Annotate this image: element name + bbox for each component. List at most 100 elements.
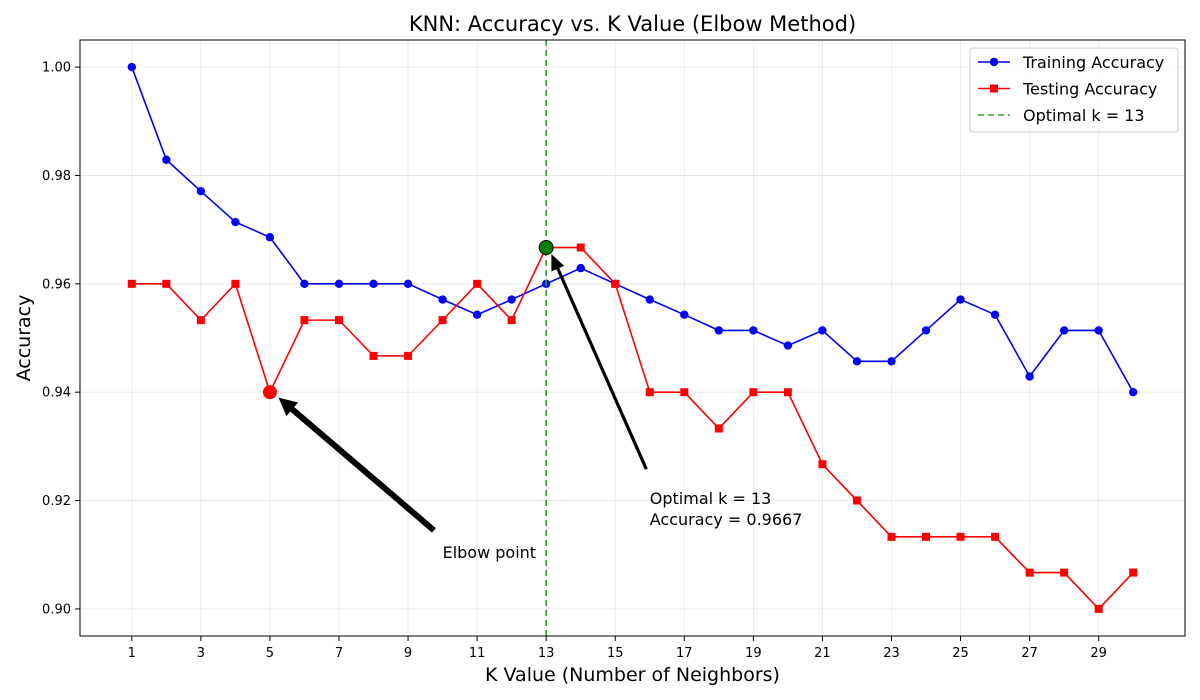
data-point [507,295,516,304]
optimal-point-marker [538,240,554,256]
y-tick-label: 0.96 [42,277,71,292]
data-point [369,279,378,289]
data-point [680,388,689,397]
x-tick-label: 11 [469,646,486,661]
data-point [990,310,1000,319]
data-point [645,295,654,304]
data-point [196,186,206,196]
data-point [749,326,758,335]
data-point [645,388,654,397]
legend-marker [990,84,998,93]
data-point [403,279,413,289]
legend-entry: Training Accuracy [978,53,1164,72]
legend-label: Testing Accuracy [1022,80,1157,99]
optimal-arrow-shaft [556,268,648,470]
data-point [680,310,689,319]
legend-marker [989,57,999,67]
data-point [852,357,862,366]
series-testing [127,243,1138,613]
legend-label: Optimal k = 13 [1023,106,1145,125]
legend-label: Training Accuracy [1022,53,1164,72]
x-tick-label: 17 [676,646,693,661]
data-point [162,279,171,288]
data-point [300,279,309,289]
legend: Training Accuracy Testing Accuracy Optimal… [969,47,1179,133]
data-point [472,310,482,319]
x-tick-label: 7 [335,646,343,661]
data-point [300,316,309,325]
data-point [783,341,793,350]
x-tick-label: 13 [538,646,555,661]
data-point [749,388,758,397]
series-line [131,66,1134,393]
x-tick-label: 5 [266,646,274,661]
y-tick-label: 0.92 [42,494,71,509]
grid [80,40,1185,636]
data-point [991,532,1000,541]
y-tick-label: 0.90 [42,602,71,617]
elbow-point-marker [262,385,277,400]
data-point [576,263,585,273]
data-point [1059,326,1069,335]
data-point [127,62,136,72]
data-point [1060,568,1069,577]
optimal-annotation: Accuracy = 0.9667 [650,510,803,529]
x-tick-label: 25 [952,646,969,661]
data-point [231,279,240,288]
elbow-arrow-shaft [290,407,436,533]
data-point [1025,372,1034,381]
x-axis-title: K Value (Number of Neighbors) [485,664,780,686]
data-point [818,460,827,469]
elbow-annotation: Elbow point [443,543,536,562]
legend-entry: Optimal k = 13 [978,106,1145,125]
legend-box [969,47,1179,133]
x-tick-label: 1 [128,646,136,661]
data-point [334,279,344,289]
elbow-arrow-head [278,397,299,417]
x-tick-label: 19 [745,646,762,661]
data-point [265,233,275,242]
data-point [956,295,965,304]
x-tick-label: 9 [404,646,412,661]
data-point [1094,326,1103,335]
data-point [576,243,585,252]
data-point [127,279,136,288]
x-tick-label: 15 [607,646,624,661]
data-point [231,217,240,227]
data-point [404,351,413,360]
optimal-arrow-head [551,254,565,272]
data-point [611,279,620,288]
y-tick-label: 1.00 [42,61,71,76]
data-point [438,295,447,304]
legend-entry: Testing Accuracy [978,80,1157,99]
x-tick-label: 23 [883,646,900,661]
plot-frame [79,39,1186,637]
data-point [922,532,931,541]
data-point [956,532,965,541]
y-tick-label: 0.98 [42,169,71,184]
data-point [196,316,205,325]
data-point [852,496,861,505]
chart-title: KNN: Accuracy vs. K Value (Elbow Method) [409,12,856,36]
data-point [783,388,792,397]
x-tick-label: 27 [1021,646,1038,661]
y-tick-label: 0.94 [42,386,71,401]
y-axis-title: Accuracy [13,295,35,382]
data-point [507,316,516,325]
series-training [127,62,1138,397]
x-tick-label: 21 [814,646,831,661]
series-layer [127,40,1138,636]
data-point [1025,568,1034,577]
x-tick-label: 29 [1090,646,1107,661]
optimal-annotation: Optimal k = 13 [650,489,772,508]
data-point [714,424,723,433]
data-point [921,326,931,335]
data-point [887,357,896,366]
axes: 1 3 5 7 9 11 13 15 17 19 21 23 25 27 290.900.920.940.9… [42,61,1107,661]
data-point [473,279,482,288]
series-line [131,246,1134,611]
data-point [438,316,447,325]
data-point [818,326,827,335]
data-point [334,316,343,325]
